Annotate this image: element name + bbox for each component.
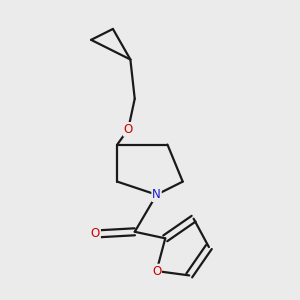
Text: O: O bbox=[152, 265, 161, 278]
Text: N: N bbox=[152, 188, 161, 201]
Text: O: O bbox=[91, 227, 100, 241]
Text: O: O bbox=[124, 123, 133, 136]
